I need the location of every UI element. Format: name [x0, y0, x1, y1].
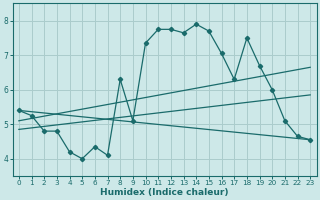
X-axis label: Humidex (Indice chaleur): Humidex (Indice chaleur): [100, 188, 229, 197]
